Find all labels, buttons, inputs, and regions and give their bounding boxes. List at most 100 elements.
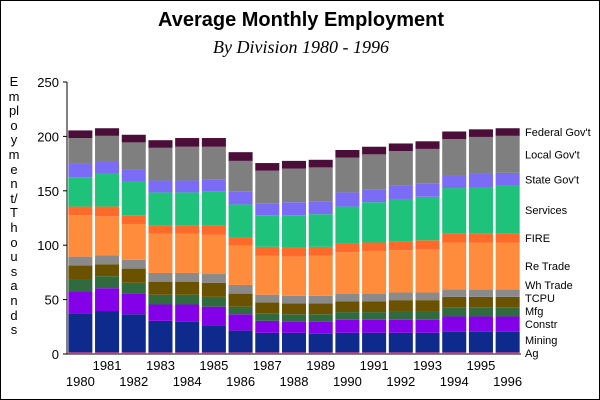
bar-segment xyxy=(255,294,280,303)
legend-label: TCPU xyxy=(525,293,555,305)
bar-segment xyxy=(228,352,253,354)
bar-segment xyxy=(255,320,280,333)
x-tick-label: 1984 xyxy=(173,374,202,389)
bar-segment xyxy=(148,320,173,353)
bar-segment xyxy=(228,237,253,246)
bar-segment xyxy=(415,240,440,250)
x-tick-label: 1988 xyxy=(280,374,309,389)
bar-segment xyxy=(281,202,307,216)
bar-segment xyxy=(95,276,120,289)
bar-segment xyxy=(281,160,307,169)
bar-segment xyxy=(468,316,493,332)
bar-segment xyxy=(388,241,413,251)
bar-segment xyxy=(281,295,307,304)
bar-segment xyxy=(201,306,226,326)
x-tick-label: 1989 xyxy=(306,358,335,373)
legend-label: Mining xyxy=(525,335,557,347)
bar-segment xyxy=(468,173,493,187)
bar-segment xyxy=(68,138,93,164)
legend-label: Services xyxy=(525,205,568,217)
bar-segment xyxy=(335,312,360,320)
bar-segment xyxy=(362,293,387,302)
bar-segment xyxy=(335,252,360,294)
bar-segment xyxy=(362,189,387,203)
y-tick-label: 150 xyxy=(37,184,59,199)
bar-segment xyxy=(148,192,173,226)
bar-segment xyxy=(281,352,307,354)
bar-segment xyxy=(68,279,93,292)
bar-segment xyxy=(308,159,333,168)
bar-segment xyxy=(308,214,333,247)
bar-segment xyxy=(95,128,120,136)
bar-segment xyxy=(468,129,493,137)
bar-segment xyxy=(175,146,200,181)
bar-segment xyxy=(468,352,493,354)
y-tick-label: 100 xyxy=(37,238,59,253)
bar-segment xyxy=(362,146,387,155)
bar-segment xyxy=(415,319,440,333)
bar-segment xyxy=(442,131,467,140)
bar-segment xyxy=(121,169,146,182)
bar-segment xyxy=(495,233,520,243)
bar-segment xyxy=(281,256,307,296)
bar-segment xyxy=(201,325,226,353)
bar-segment xyxy=(95,311,120,353)
bar-segment xyxy=(388,352,413,354)
bar-segment xyxy=(468,307,493,317)
bar-segment xyxy=(281,303,307,315)
bar-segment xyxy=(175,321,200,353)
bar-segment xyxy=(175,272,200,282)
bar-segment xyxy=(175,180,200,193)
bar-segment xyxy=(362,319,387,333)
bar-segment xyxy=(281,332,307,353)
bar-segment xyxy=(175,192,200,226)
bar-segment xyxy=(335,301,360,313)
bar-segment xyxy=(335,352,360,354)
x-tick-label: 1985 xyxy=(199,358,228,373)
bar-segment xyxy=(175,304,200,322)
bar-segment xyxy=(121,181,146,216)
x-tick-label: 1993 xyxy=(413,358,442,373)
x-tick-label: 1980 xyxy=(66,374,95,389)
bar-segment xyxy=(308,303,333,315)
bar-segment xyxy=(468,186,493,234)
bar-segment xyxy=(95,173,120,207)
bar-segment xyxy=(255,352,280,354)
y-tick-label: 200 xyxy=(37,129,59,144)
bar-segment xyxy=(121,215,146,224)
bar-segment xyxy=(148,272,173,282)
bar-segment xyxy=(362,312,387,320)
bar-segment xyxy=(495,172,520,186)
bar-segment xyxy=(228,330,253,353)
bar-segment xyxy=(388,151,413,186)
bar-segment xyxy=(388,143,413,152)
bar-segment xyxy=(281,215,307,248)
bar-segment xyxy=(228,314,253,331)
bar-segment xyxy=(468,289,493,297)
bar-segment xyxy=(442,352,467,354)
bar-segment xyxy=(175,138,200,147)
bar-segment xyxy=(442,331,467,353)
bar-segment xyxy=(95,264,120,277)
bar-segment xyxy=(95,161,120,174)
bar-segment xyxy=(148,294,173,305)
bar-segment xyxy=(388,332,413,353)
bar-segment xyxy=(468,233,493,243)
legend-label: Wh Trade xyxy=(525,280,573,292)
bar-segment xyxy=(362,251,387,294)
bar-segment xyxy=(175,294,200,305)
bar-segment xyxy=(148,233,173,273)
bar-segment xyxy=(201,274,226,283)
bar-segment xyxy=(68,313,93,353)
bar-segment xyxy=(121,293,146,315)
bar-segment xyxy=(335,192,360,207)
bar-segment xyxy=(335,319,360,333)
bar-segment xyxy=(201,352,226,354)
bar-segment xyxy=(148,352,173,354)
bar-segment xyxy=(442,242,467,290)
bar-segment xyxy=(388,292,413,301)
bar-segment xyxy=(415,196,440,241)
bar-segment xyxy=(228,204,253,238)
bar-segment xyxy=(148,140,173,148)
bar-segment xyxy=(68,215,93,257)
